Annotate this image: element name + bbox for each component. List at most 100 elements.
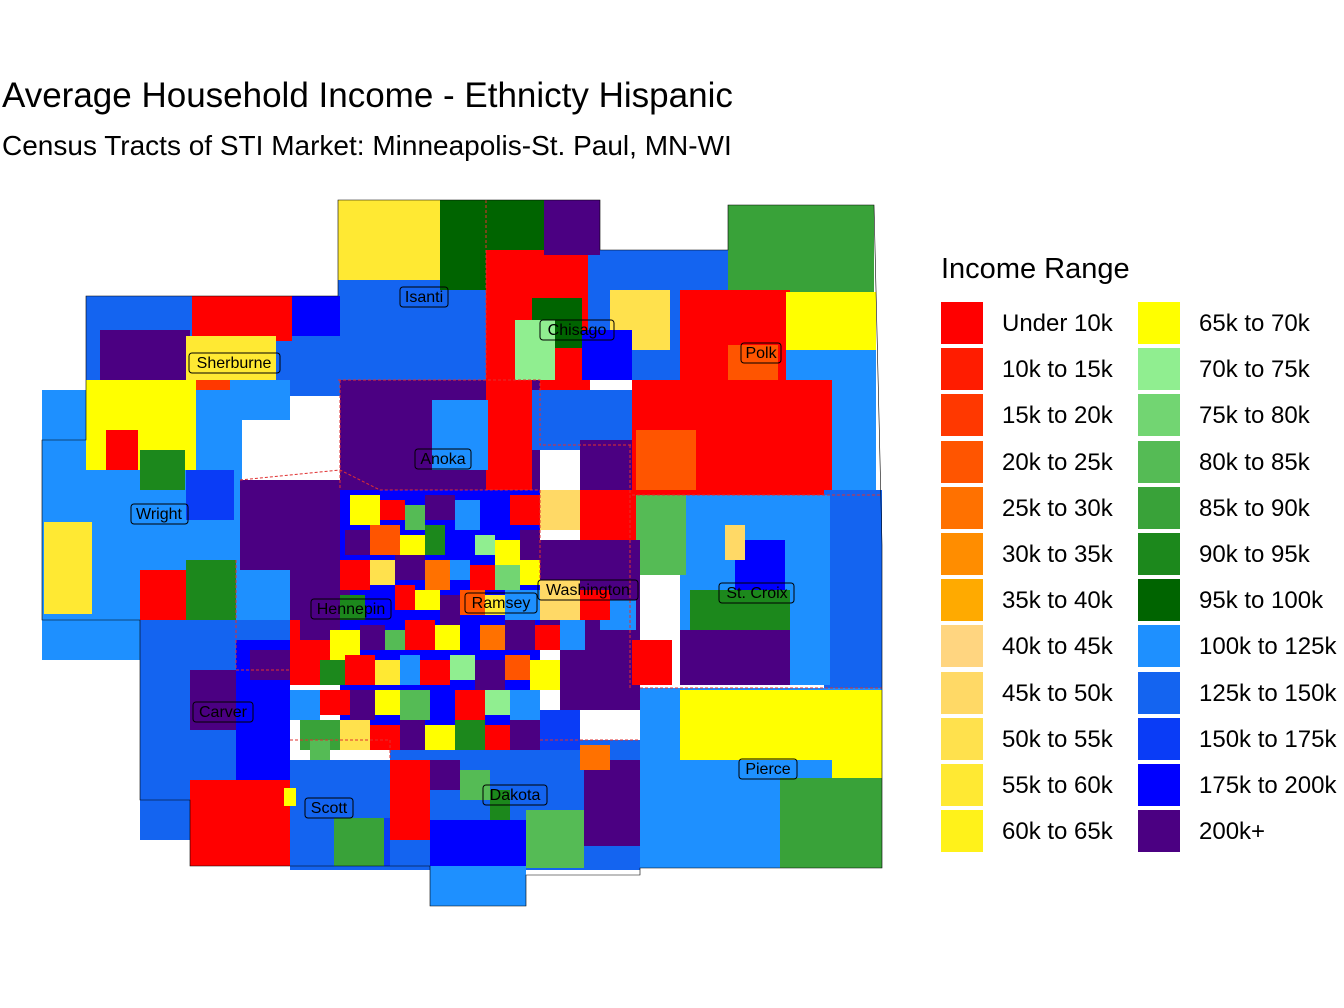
tract bbox=[580, 440, 640, 490]
tract bbox=[475, 535, 495, 555]
tract bbox=[455, 500, 480, 530]
tract bbox=[375, 690, 400, 715]
legend-label: 25k to 30k bbox=[1002, 494, 1113, 522]
legend-swatch bbox=[941, 394, 983, 437]
tract bbox=[430, 695, 455, 720]
legend-swatch bbox=[1138, 671, 1180, 714]
tract bbox=[824, 490, 882, 690]
legend-label: 125k to 150k bbox=[1199, 679, 1337, 707]
county-label-hennepin: Hennepin bbox=[310, 598, 392, 620]
tract bbox=[495, 540, 520, 565]
tract bbox=[106, 430, 138, 470]
legend-label: 35k to 40k bbox=[1002, 587, 1113, 615]
tract bbox=[445, 530, 475, 555]
tract bbox=[505, 620, 535, 650]
legend-label: 200k+ bbox=[1199, 818, 1266, 846]
legend-label: 55k to 60k bbox=[1002, 772, 1113, 799]
legend-label: 75k to 80k bbox=[1199, 402, 1310, 430]
svg-text:Hennepin: Hennepin bbox=[317, 601, 386, 618]
tract bbox=[632, 640, 672, 685]
tract bbox=[425, 495, 455, 520]
tract bbox=[455, 720, 485, 750]
legend-label: 70k to 75k bbox=[1199, 356, 1310, 384]
legend-label: 60k to 65k bbox=[1002, 818, 1113, 846]
tract bbox=[340, 560, 370, 590]
county-label-polk: Polk bbox=[740, 342, 782, 364]
tract bbox=[584, 760, 640, 846]
tract bbox=[44, 522, 92, 614]
tract bbox=[526, 810, 584, 868]
legend-swatch bbox=[941, 533, 983, 575]
tract bbox=[450, 655, 475, 680]
tract bbox=[580, 590, 610, 620]
county-label-ramsey: Ramsey bbox=[464, 592, 538, 614]
tract bbox=[420, 660, 450, 685]
tract bbox=[470, 565, 495, 590]
svg-text:Anoka: Anoka bbox=[420, 451, 465, 468]
svg-text:Ramsey: Ramsey bbox=[472, 595, 531, 612]
tract bbox=[580, 490, 636, 540]
legend-label: 90k to 95k bbox=[1199, 541, 1310, 568]
tract bbox=[360, 625, 385, 650]
tract bbox=[140, 570, 188, 620]
tract bbox=[370, 560, 395, 585]
legend-label: 50k to 55k bbox=[1002, 725, 1113, 753]
svg-text:Carver: Carver bbox=[199, 704, 248, 721]
tract bbox=[415, 590, 440, 610]
tract bbox=[405, 505, 425, 530]
legend-label: 30k to 35k bbox=[1002, 541, 1113, 568]
tract bbox=[395, 585, 415, 610]
tract bbox=[365, 590, 395, 620]
legend-swatch bbox=[1138, 717, 1180, 760]
tract bbox=[540, 710, 580, 750]
tract bbox=[430, 866, 526, 906]
legend-swatch bbox=[1138, 486, 1180, 529]
legend-label: 175k to 200k bbox=[1199, 772, 1337, 799]
county-label-sherburne: Sherburne bbox=[188, 352, 281, 374]
tract bbox=[186, 470, 234, 520]
tract bbox=[780, 778, 882, 868]
tract bbox=[636, 495, 686, 575]
tract bbox=[250, 650, 290, 680]
tract bbox=[515, 320, 555, 380]
legend-label: 20k to 25k bbox=[1002, 448, 1113, 476]
legend-swatch bbox=[941, 302, 983, 344]
tract bbox=[636, 430, 696, 490]
tract bbox=[580, 745, 610, 770]
tract bbox=[186, 336, 276, 386]
county-label-pierce: Pierce bbox=[738, 758, 798, 780]
county-label-st-croix: St. Croix bbox=[718, 582, 795, 604]
tract bbox=[485, 725, 510, 750]
svg-text:Pierce: Pierce bbox=[745, 761, 790, 778]
legend-label: 80k to 85k bbox=[1199, 448, 1310, 476]
legend-swatch bbox=[941, 810, 983, 853]
tract bbox=[292, 296, 340, 336]
tract bbox=[485, 595, 505, 615]
tract bbox=[435, 625, 460, 650]
tract bbox=[390, 760, 430, 790]
legend-label: Under 10k bbox=[1002, 310, 1113, 337]
tract bbox=[350, 495, 380, 525]
tract bbox=[345, 530, 370, 555]
legend-swatch bbox=[1138, 348, 1180, 391]
tract bbox=[540, 490, 580, 530]
tract bbox=[535, 625, 560, 650]
legend-swatch bbox=[1138, 440, 1180, 483]
county-label-chisago: Chisago bbox=[539, 319, 615, 341]
tract bbox=[520, 530, 540, 560]
tract bbox=[544, 200, 600, 255]
legend-swatch bbox=[941, 440, 983, 483]
legend-label: 65k to 70k bbox=[1199, 310, 1310, 337]
legend-label: 45k to 50k bbox=[1002, 679, 1113, 707]
tract bbox=[345, 655, 375, 685]
tract bbox=[430, 760, 460, 790]
legend-swatch bbox=[941, 625, 983, 668]
tract bbox=[230, 380, 290, 420]
tract bbox=[520, 560, 540, 585]
tract bbox=[380, 500, 405, 520]
legend-swatch bbox=[1138, 394, 1180, 437]
legend-label: 10k to 15k bbox=[1002, 356, 1113, 384]
county-label-isanti: Isanti bbox=[399, 286, 449, 308]
tract bbox=[400, 690, 430, 720]
legend-swatch bbox=[941, 671, 983, 714]
